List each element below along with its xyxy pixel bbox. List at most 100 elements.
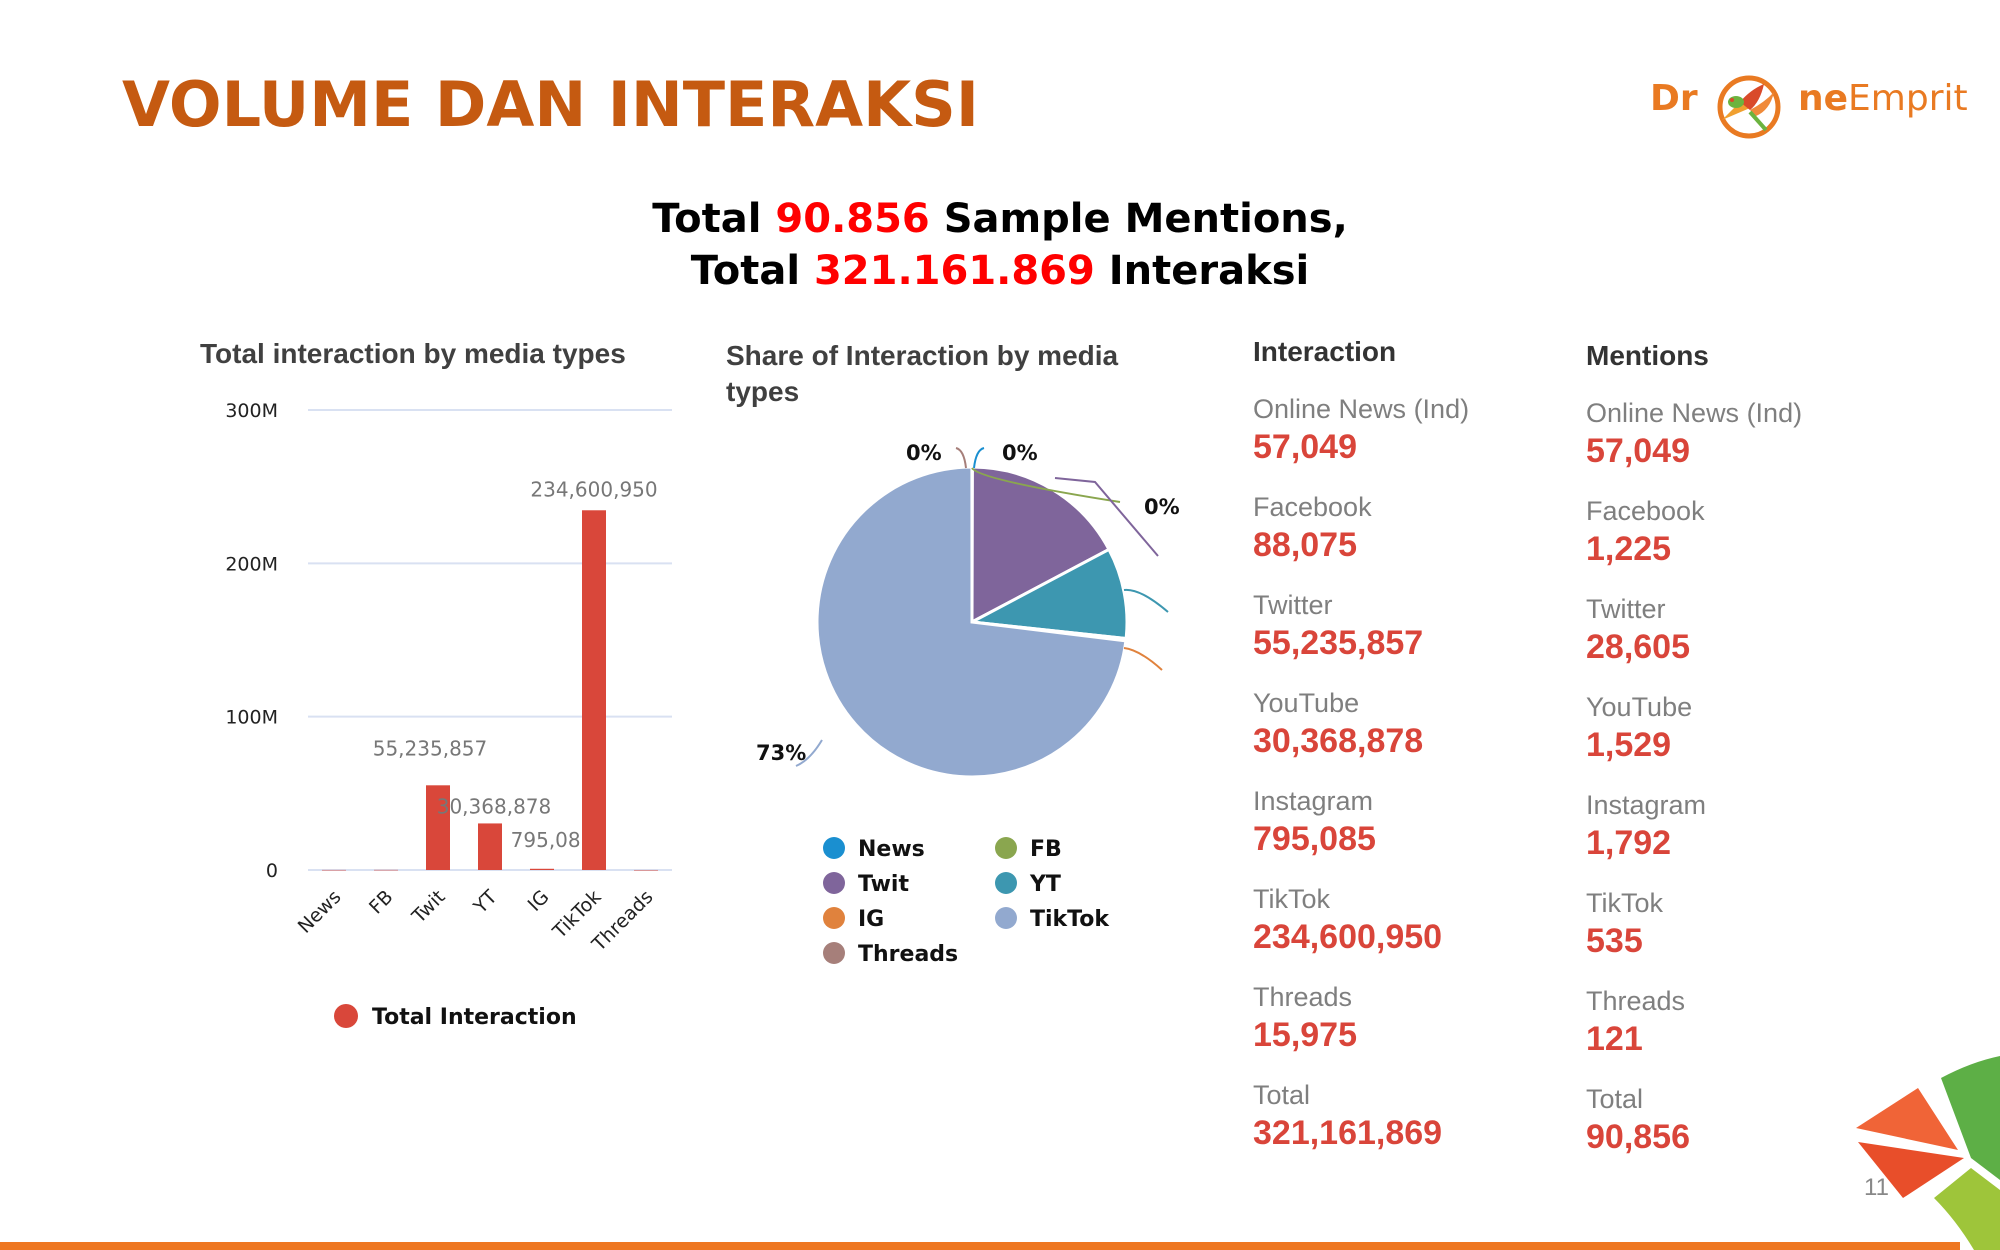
mentions-label: Facebook xyxy=(1586,496,1886,530)
pie-chart-title: Share of Interaction by media types xyxy=(726,338,1156,410)
leader-line-yt xyxy=(1124,590,1168,612)
bar-tiktok xyxy=(582,510,606,870)
mentions-value: 1,529 xyxy=(1586,726,1886,782)
bar-data-label: 795,085 xyxy=(511,828,594,852)
bar-chart: 0 100M 200M 300M News FB Twit 55,235,857 YT 30,36… xyxy=(200,380,700,1040)
bar-fb xyxy=(374,870,398,871)
interaction-label: Online News (Ind) xyxy=(1253,394,1553,428)
legend-marker-twit xyxy=(823,872,845,894)
bottom-accent-bar xyxy=(0,1242,1960,1250)
interaction-value: 321,161,869 xyxy=(1253,1114,1553,1170)
drone-emprit-logo: Dr neEmprit xyxy=(1650,72,1920,142)
bar-data-label: 234,600,950 xyxy=(530,477,657,501)
interaction-label: YouTube xyxy=(1253,688,1553,722)
corner-decoration-icon xyxy=(1846,1050,2000,1250)
page-number: 11 xyxy=(1864,1174,1889,1202)
headline-line2-prefix: Total xyxy=(691,248,814,294)
mentions-value: 90,856 xyxy=(1586,1118,1886,1174)
y-tick-label: 0 xyxy=(266,860,278,882)
x-tick-label: FB xyxy=(365,886,398,919)
mentions-value: 1,225 xyxy=(1586,530,1886,586)
legend-marker-total-interaction xyxy=(334,1004,358,1028)
legend-marker-tiktok xyxy=(995,907,1017,929)
mentions-value: 121 xyxy=(1586,1020,1886,1076)
mentions-value: 535 xyxy=(1586,922,1886,978)
legend-marker-threads xyxy=(823,942,845,964)
pie-percent-label: 0% xyxy=(906,441,942,465)
legend-label-fb: FB xyxy=(1030,837,1062,862)
interaction-label: Twitter xyxy=(1253,590,1553,624)
legend-label-news: News xyxy=(858,837,925,862)
x-tick-label: Twit xyxy=(407,886,449,928)
legend-label-twit: Twit xyxy=(858,872,909,897)
pie-chart: 0% 0% 0% 73% News FB Twit YT IG TikTok Threads xyxy=(720,420,1200,980)
legend-label-ig: IG xyxy=(858,907,884,932)
legend-label-tiktok: TikTok xyxy=(1030,907,1110,932)
legend-marker-ig xyxy=(823,907,845,929)
mentions-label: YouTube xyxy=(1586,692,1886,726)
interaction-value: 234,600,950 xyxy=(1253,918,1553,974)
bar-data-label: 30,368,878 xyxy=(437,794,552,818)
mentions-value: 57,049 xyxy=(1586,432,1886,488)
pie-percent-label: 0% xyxy=(1144,495,1180,519)
interaction-value: 15,975 xyxy=(1253,1016,1553,1072)
headline-line1-suffix: Sample Mentions, xyxy=(930,196,1348,242)
pie-percent-label: 0% xyxy=(1002,441,1038,465)
bird-logo-icon xyxy=(1710,72,1788,142)
mentions-stats: Mentions Online News (Ind) 57,049 Facebook… xyxy=(1586,340,1886,1174)
legend-label-total-interaction: Total Interaction xyxy=(372,1005,577,1030)
mentions-header: Mentions xyxy=(1586,340,1886,390)
interaction-label: Threads xyxy=(1253,982,1553,1016)
leader-line-news xyxy=(974,448,984,468)
y-tick-label: 200M xyxy=(225,553,278,575)
mentions-value: 28,605 xyxy=(1586,628,1886,684)
interaction-label: Total xyxy=(1253,1080,1553,1114)
interaction-value: 57,049 xyxy=(1253,428,1553,484)
headline-line1-prefix: Total xyxy=(652,196,775,242)
interaction-value: 88,075 xyxy=(1253,526,1553,582)
bar-yt xyxy=(478,823,502,870)
headline-interactions: Total 321.161.869 Interaksi xyxy=(500,248,1500,294)
interaction-label: Instagram xyxy=(1253,786,1553,820)
x-tick-label: YT xyxy=(469,886,502,919)
interaction-value: 795,085 xyxy=(1253,820,1553,876)
interaction-value: 30,368,878 xyxy=(1253,722,1553,778)
leader-line-threads xyxy=(956,448,966,468)
bar-chart-title: Total interaction by media types xyxy=(200,338,626,370)
headline-line2-suffix: Interaksi xyxy=(1095,248,1309,294)
interaction-value: 55,235,857 xyxy=(1253,624,1553,680)
interaction-header: Interaction xyxy=(1253,336,1553,386)
logo-text-right: neEmprit xyxy=(1798,78,1968,119)
logo-text-left: Dr xyxy=(1650,78,1698,119)
mentions-label: Online News (Ind) xyxy=(1586,398,1886,432)
interaction-label: Facebook xyxy=(1253,492,1553,526)
leader-line-ig xyxy=(1124,648,1162,670)
y-tick-label: 100M xyxy=(225,707,278,729)
headline-mentions: Total 90.856 Sample Mentions, xyxy=(500,196,1500,242)
bar-threads xyxy=(634,870,658,871)
mentions-label: Twitter xyxy=(1586,594,1886,628)
mentions-label: Total xyxy=(1586,1084,1886,1118)
legend-label-threads: Threads xyxy=(858,942,958,967)
mentions-label: Threads xyxy=(1586,986,1886,1020)
bar-ig xyxy=(530,869,554,870)
page-title: VOLUME DAN INTERAKSI xyxy=(122,68,979,141)
logo-text-bold: ne xyxy=(1798,78,1848,119)
x-tick-label: News xyxy=(294,886,346,938)
bar-data-label: 55,235,857 xyxy=(373,736,488,760)
legend-marker-fb xyxy=(995,837,1017,859)
headline-total-interactions: 321.161.869 xyxy=(814,248,1095,294)
bar-news xyxy=(322,870,346,871)
pie-percent-label: 73% xyxy=(756,741,806,765)
y-tick-label: 300M xyxy=(225,400,278,422)
mentions-value: 1,792 xyxy=(1586,824,1886,880)
interaction-label: TikTok xyxy=(1253,884,1553,918)
x-tick-label: IG xyxy=(524,886,554,916)
headline-total-mentions: 90.856 xyxy=(775,196,929,242)
legend-marker-news xyxy=(823,837,845,859)
interaction-stats: Interaction Online News (Ind) 57,049 Faceb… xyxy=(1253,336,1553,1170)
mentions-label: TikTok xyxy=(1586,888,1886,922)
legend-marker-yt xyxy=(995,872,1017,894)
legend-label-yt: YT xyxy=(1029,872,1061,897)
logo-text-emprit: Emprit xyxy=(1848,78,1968,119)
